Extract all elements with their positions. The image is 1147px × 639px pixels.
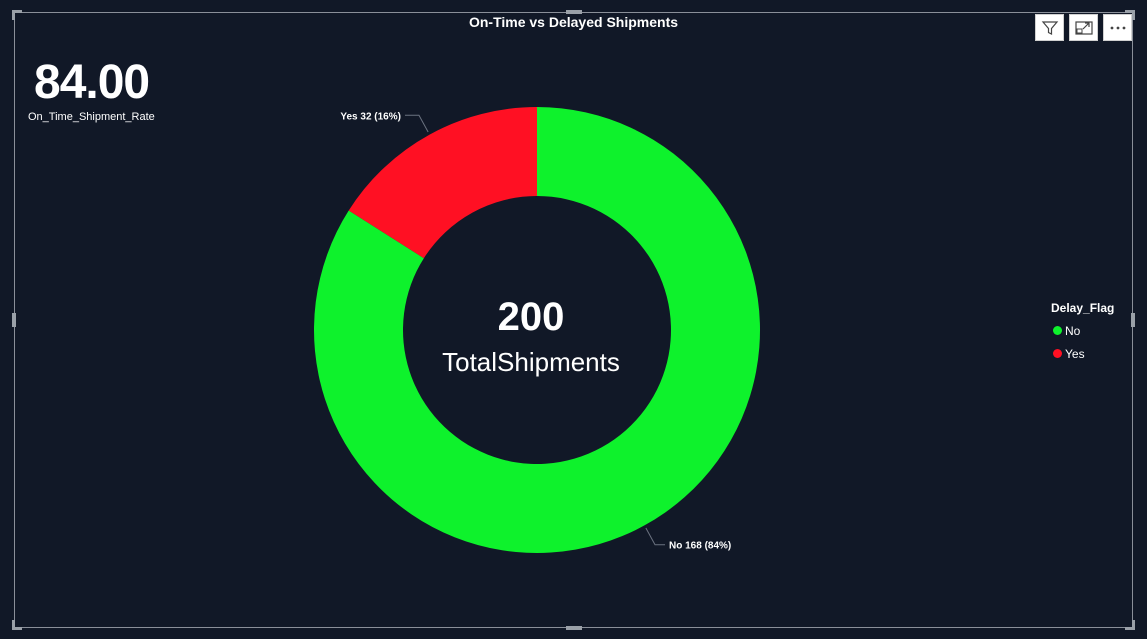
legend-title: Delay_Flag [1051, 301, 1115, 315]
more-options-button[interactable] [1103, 14, 1132, 41]
legend-label-yes: Yes [1065, 346, 1085, 361]
resize-handle-right[interactable] [1131, 313, 1135, 327]
legend-label-no: No [1065, 323, 1081, 338]
resize-handle-top-right[interactable] [1125, 10, 1135, 13]
center-value: 200 [498, 295, 565, 339]
resize-handle-bottom[interactable] [566, 626, 582, 630]
legend-dot-yes [1053, 349, 1062, 358]
focus-mode-button[interactable] [1069, 14, 1098, 41]
resize-handle-bottom-left[interactable] [12, 627, 22, 630]
leader-line-yes [404, 114, 429, 133]
kpi-label: On_Time_Shipment_Rate [28, 111, 155, 123]
legend-item-no[interactable]: No [1051, 319, 1114, 342]
resize-handle-bottom-left-v[interactable] [12, 620, 15, 630]
leader-line-no [645, 527, 666, 546]
resize-handle-top-right-v[interactable] [1132, 10, 1135, 20]
visual-toolbar [1035, 14, 1132, 41]
filter-icon [1041, 20, 1058, 35]
kpi-value: 84.00 [34, 56, 150, 109]
resize-handle-bottom-right[interactable] [1125, 627, 1135, 630]
filter-button[interactable] [1035, 14, 1064, 41]
data-label-no: No 168 (84%) [669, 541, 731, 552]
legend: Delay_Flag No Yes [1051, 301, 1114, 365]
donut-slice-yes[interactable] [348, 107, 537, 259]
data-label-yes: Yes 32 (16%) [340, 111, 401, 122]
resize-handle-left[interactable] [12, 313, 16, 327]
donut-slice-no[interactable] [313, 107, 760, 553]
center-label: TotalShipments [442, 347, 620, 377]
resize-handle-top-left-v[interactable] [12, 10, 15, 20]
legend-dot-no [1053, 326, 1062, 335]
resize-handle-top-left[interactable] [12, 10, 22, 13]
chart-title: On-Time vs Delayed Shipments [468, 14, 679, 30]
legend-item-yes[interactable]: Yes [1051, 342, 1114, 365]
resize-handle-bottom-right-v[interactable] [1132, 620, 1135, 630]
focus-mode-icon [1074, 20, 1093, 35]
resize-handle-top[interactable] [566, 10, 582, 14]
more-options-icon [1110, 26, 1125, 29]
